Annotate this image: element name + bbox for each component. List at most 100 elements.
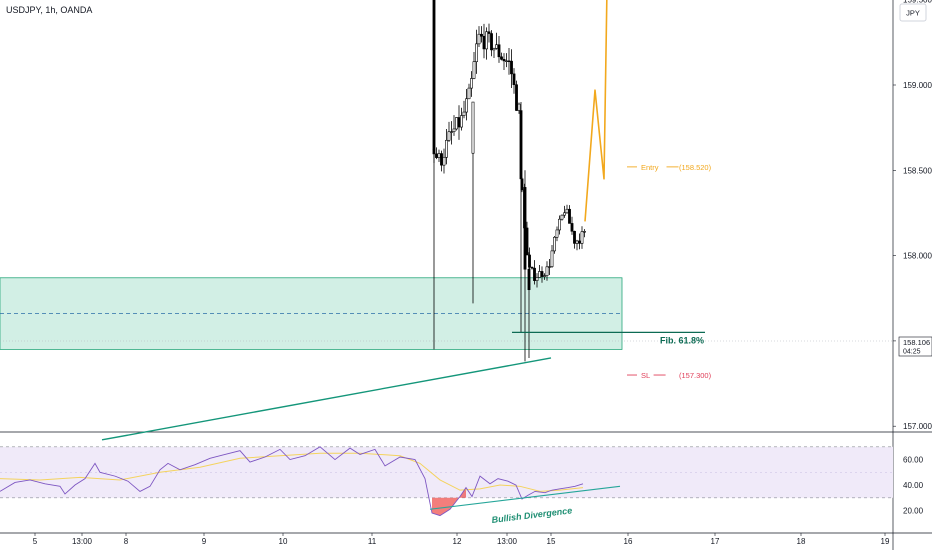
candle[interactable] xyxy=(502,53,506,70)
projection-path[interactable] xyxy=(584,0,614,222)
candle-body xyxy=(472,61,476,79)
candle[interactable] xyxy=(505,53,508,68)
time-tick-label: 13:00 xyxy=(497,537,518,546)
candle[interactable] xyxy=(445,129,448,165)
symbol-label[interactable]: USDJPY, 1h, OANDA xyxy=(6,5,92,15)
candle[interactable] xyxy=(465,88,468,121)
time-tick-label: 12 xyxy=(453,537,462,546)
candle[interactable] xyxy=(437,149,441,162)
candle[interactable] xyxy=(578,233,581,250)
candle[interactable] xyxy=(555,226,559,242)
candle-body xyxy=(512,73,516,86)
candle-body xyxy=(548,266,551,268)
fib-618-label: Fib. 61.8% xyxy=(660,335,704,345)
candle-body xyxy=(565,208,569,214)
candle[interactable] xyxy=(487,23,491,43)
candle-body xyxy=(558,218,561,231)
candle-body xyxy=(568,208,571,224)
candles xyxy=(432,0,586,362)
candle-body xyxy=(560,214,564,220)
candle[interactable] xyxy=(515,80,518,111)
price-tick-label: 158.000 xyxy=(903,252,932,261)
candle[interactable] xyxy=(570,216,574,235)
candle[interactable] xyxy=(538,264,541,278)
candle[interactable] xyxy=(573,230,576,249)
candle[interactable] xyxy=(535,273,539,288)
level-label: Entry xyxy=(641,163,659,172)
candle-body xyxy=(555,229,559,238)
level-entry[interactable]: Entry (158.520) xyxy=(627,163,712,172)
candle[interactable] xyxy=(471,101,475,304)
candle[interactable] xyxy=(510,49,513,88)
candle[interactable] xyxy=(550,244,554,268)
candle[interactable] xyxy=(560,214,564,221)
candle[interactable] xyxy=(517,102,521,114)
candle[interactable] xyxy=(482,23,486,59)
candle[interactable] xyxy=(470,71,473,97)
candle[interactable] xyxy=(467,83,471,100)
level-value: (158.520) xyxy=(679,163,712,172)
candle[interactable] xyxy=(553,235,556,254)
candle[interactable] xyxy=(480,26,483,43)
time-tick-label: 5 xyxy=(33,537,38,546)
candle-body xyxy=(533,267,536,281)
candle-body xyxy=(505,60,508,62)
time-tick-label: 11 xyxy=(368,537,377,546)
candle[interactable] xyxy=(485,27,488,60)
axes: 162.000161.500161.000160.500160.000159.5… xyxy=(33,0,932,546)
candle-body xyxy=(573,230,576,244)
candle[interactable] xyxy=(540,266,544,283)
candle[interactable] xyxy=(523,170,527,362)
candle-body xyxy=(475,43,478,63)
candle[interactable] xyxy=(472,51,476,80)
support-trendline[interactable] xyxy=(101,357,552,441)
divergence-line[interactable] xyxy=(429,485,621,510)
candle[interactable] xyxy=(447,121,451,143)
candle-body xyxy=(515,84,518,111)
candle[interactable] xyxy=(450,121,453,145)
candle[interactable] xyxy=(460,107,463,131)
candle-body xyxy=(487,31,491,34)
currency-button-frame[interactable] xyxy=(899,3,927,22)
candle[interactable] xyxy=(497,35,501,63)
candle[interactable] xyxy=(440,150,443,172)
candle[interactable] xyxy=(432,0,436,350)
candle[interactable] xyxy=(519,102,523,333)
candle[interactable] xyxy=(452,115,456,136)
candle[interactable] xyxy=(568,205,571,224)
currency-button[interactable]: JPY xyxy=(899,3,927,22)
last-price-value: 158.106 xyxy=(903,338,930,347)
candle[interactable] xyxy=(527,252,531,358)
candle[interactable] xyxy=(457,105,461,140)
candle[interactable] xyxy=(558,215,561,235)
candle-body xyxy=(470,78,473,89)
candle[interactable] xyxy=(442,148,446,174)
candle[interactable] xyxy=(477,26,481,47)
candle[interactable] xyxy=(492,47,496,59)
candle[interactable] xyxy=(462,100,466,119)
candle[interactable] xyxy=(583,229,586,238)
candle[interactable] xyxy=(543,273,546,280)
candle[interactable] xyxy=(565,204,569,214)
candle[interactable] xyxy=(563,205,566,218)
candle-body xyxy=(455,117,458,130)
candle[interactable] xyxy=(475,29,478,74)
currency-label[interactable]: JPY xyxy=(906,9,920,18)
candle[interactable] xyxy=(455,116,458,131)
candle[interactable] xyxy=(545,261,549,281)
candle-body xyxy=(492,48,496,51)
candle[interactable] xyxy=(533,260,536,285)
candle[interactable] xyxy=(490,30,493,57)
candle[interactable] xyxy=(512,68,516,94)
candle[interactable] xyxy=(435,147,438,160)
candle[interactable] xyxy=(530,266,534,270)
candle[interactable] xyxy=(548,258,551,275)
candle[interactable] xyxy=(580,226,584,249)
candle[interactable] xyxy=(507,48,511,75)
level-sl[interactable]: SL (157.300) xyxy=(627,371,712,380)
rsi-pane: Bullish Divergence xyxy=(0,446,893,525)
candle[interactable] xyxy=(495,32,498,50)
price-tick-label: 158.500 xyxy=(903,166,932,175)
candle[interactable] xyxy=(500,52,503,61)
candle[interactable] xyxy=(575,239,579,251)
